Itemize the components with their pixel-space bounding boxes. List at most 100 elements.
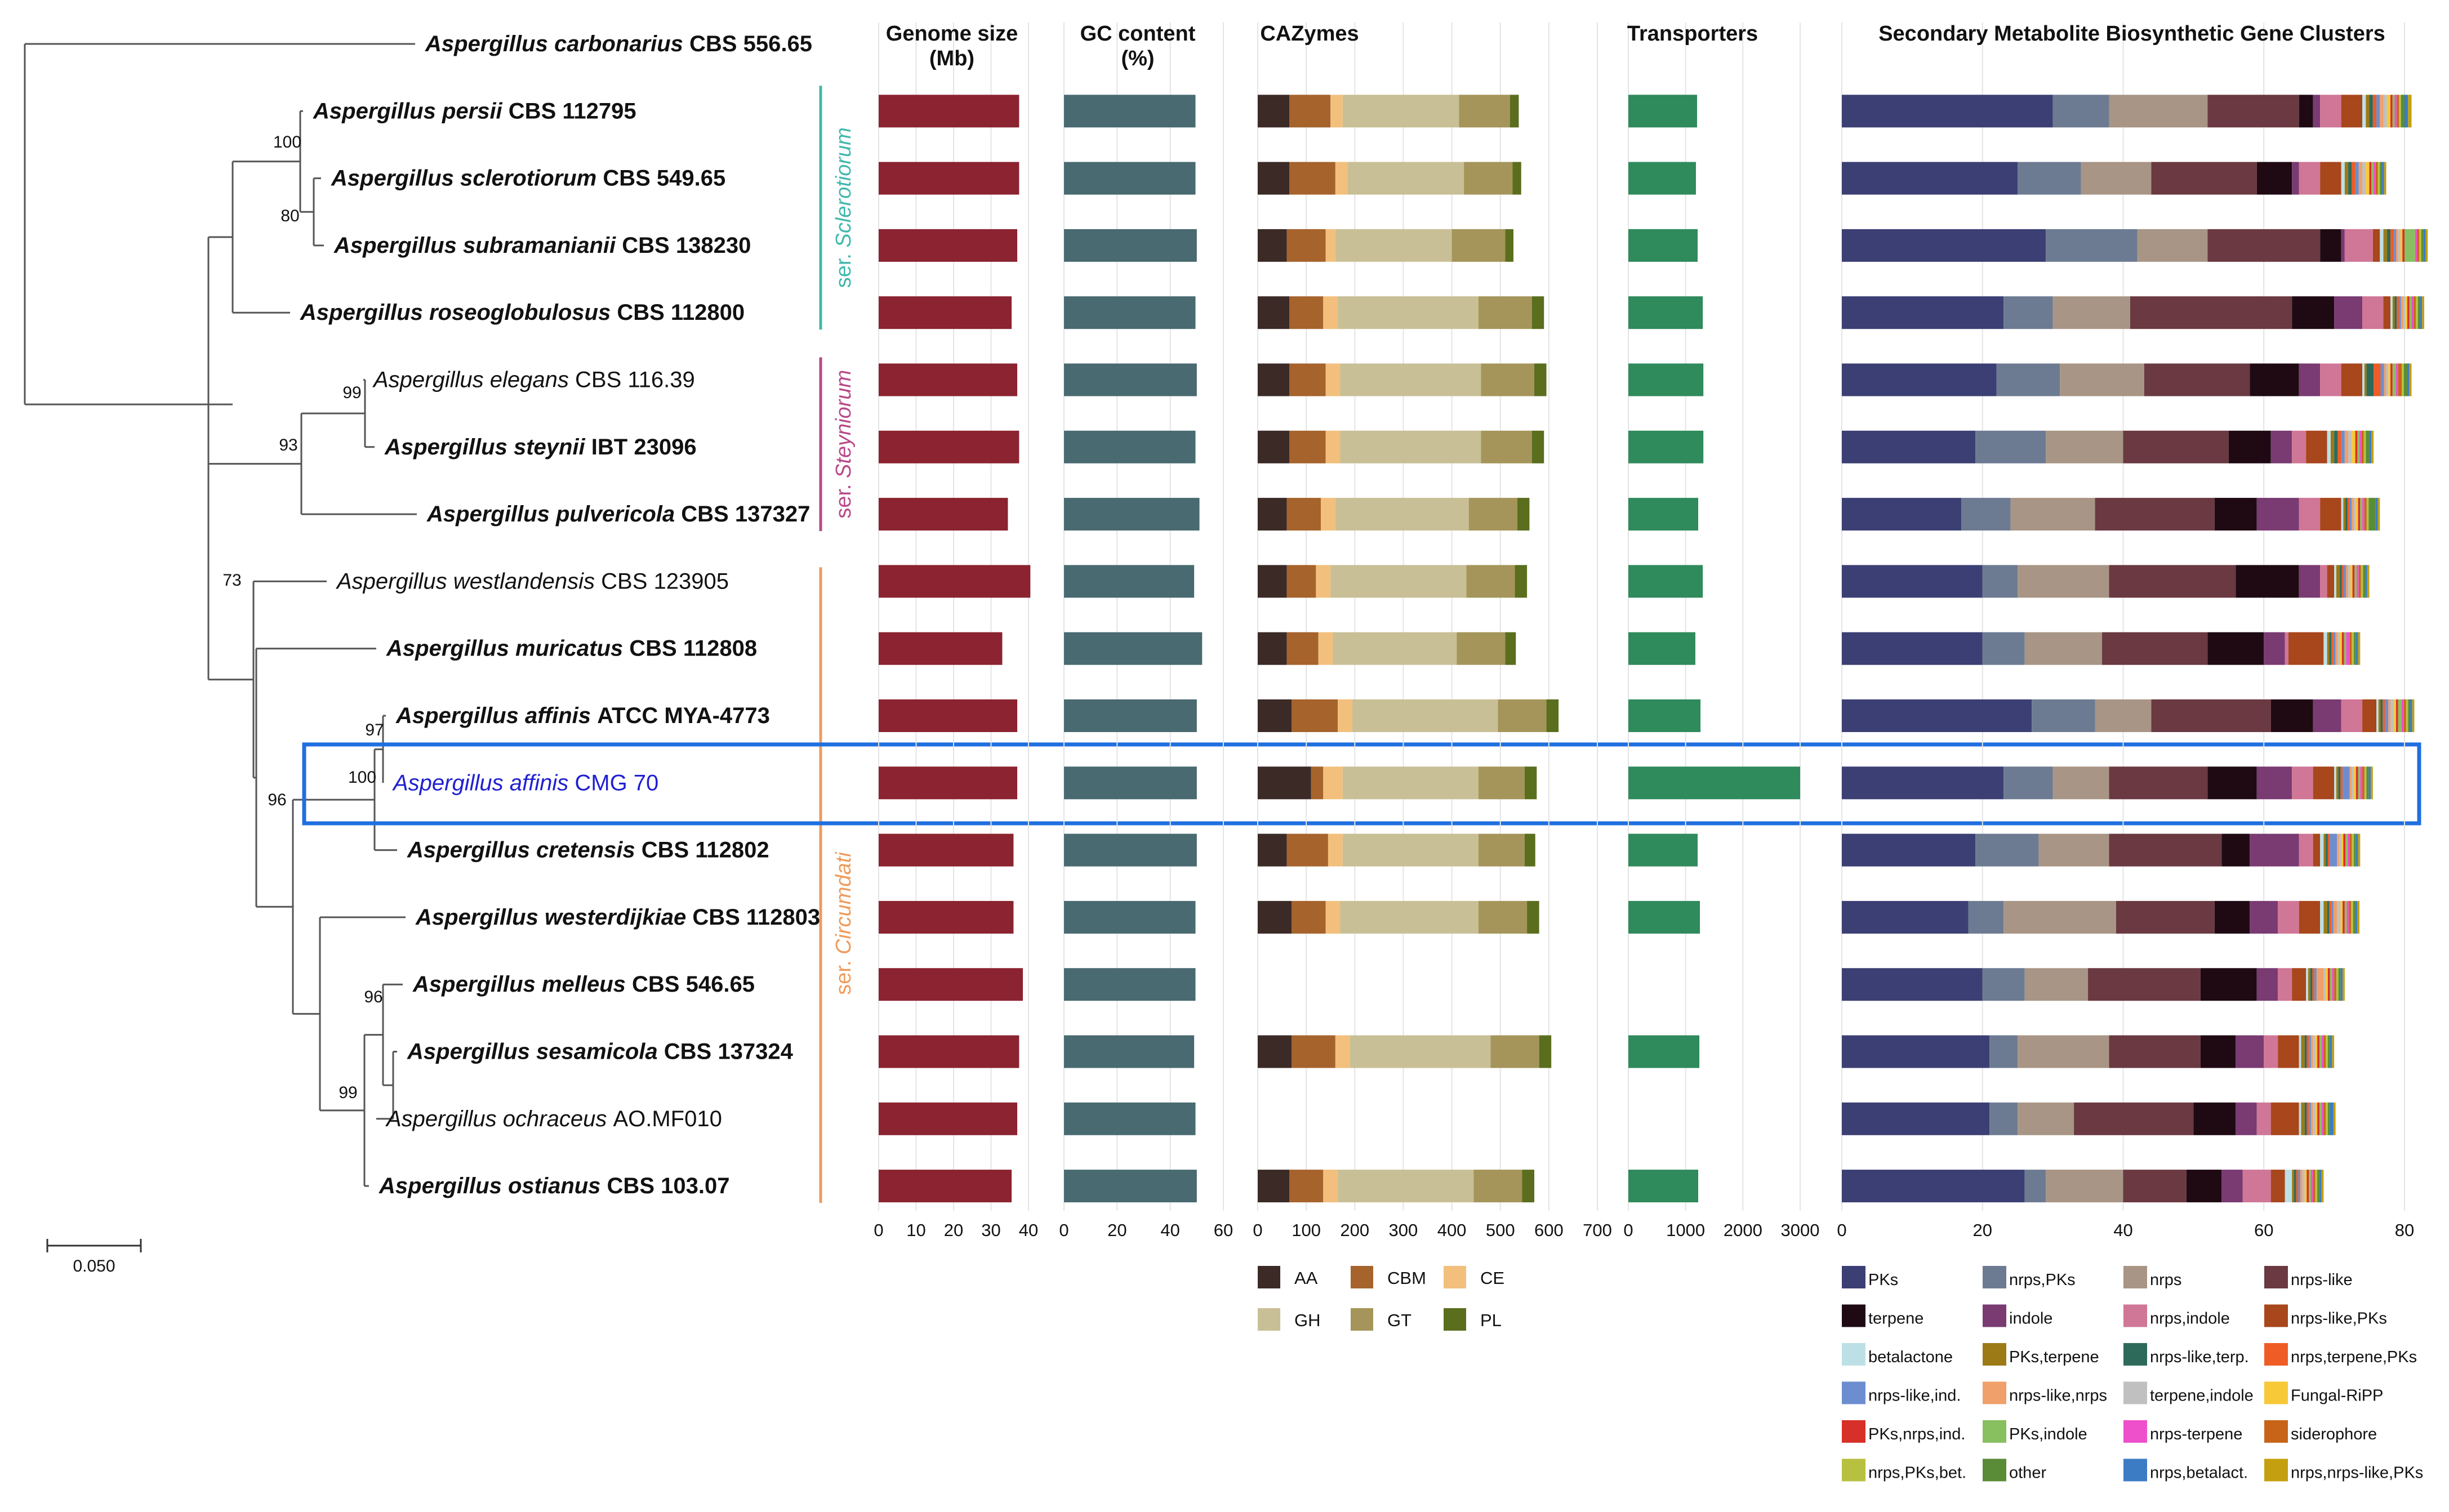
smbgc-bar-segment [2377,162,2380,195]
cazy-bar-segment [1478,833,1525,867]
smbgc-bar-segment [2334,766,2336,800]
smbgc-bar-segment [2338,766,2341,800]
smbgc-bar-segment [2340,968,2343,1001]
smbgc-bar-segment [2358,833,2361,867]
smbgc-bar-segment [2376,699,2379,732]
cazy-bar-segment [1258,900,1292,934]
species-label: Aspergillus sesamicola CBS 137324 [407,1040,794,1064]
smbgc-bar-segment [2421,229,2424,262]
smbgc-bar-segment [2046,1170,2123,1203]
smbgc-legend-swatch [1983,1343,2006,1366]
smbgc-bar-segment [2344,229,2373,262]
clade-label: ser. Steyniorum [832,370,856,519]
trans-tick-label: 3000 [1781,1220,1820,1240]
species-label-part: CBS 556.65 [689,32,812,56]
smbgc-bar-segment [2410,699,2412,732]
cazy-bar-segment [1289,95,1331,128]
smbgc-bar-segment [2362,699,2377,732]
smbgc-bar-segment [2109,1035,2201,1068]
smbgc-bar-segment [2320,229,2341,262]
smbgc-bar-segment [2359,430,2362,463]
smbgc-bar-segment [2308,968,2310,1001]
smbgc-legend-label: nrps-like [2291,1271,2353,1289]
smbgc-bar-segment [1842,95,2053,128]
cazy-bar-segment [1286,498,1321,531]
smbgc-bar-segment [2401,95,2405,128]
cazy-bar-segment [1292,1035,1335,1068]
smbgc-bar-segment [2340,632,2342,665]
smbgc-legend-label: nrps,terpene,PKs [2291,1348,2417,1366]
smbgc-bar-segment [2320,95,2341,128]
species-label-part: ATCC MYA-4773 [597,703,770,728]
smbgc-bar-segment [2323,900,2327,934]
smbgc-bar-segment [2344,430,2349,463]
smbgc-bar-segment [2151,699,2271,732]
smbgc-bar-segment [2323,833,2326,867]
cazy-bar-segment [1258,363,1289,396]
species-label-part: affinis [525,703,597,728]
smbgc-bar-segment [2361,565,2363,598]
smbgc-bar-segment [2371,162,2374,195]
genome-bar [879,699,1018,732]
smbgc-bar-segment [2408,95,2412,128]
smbgc-bar-segment [2306,1035,2309,1068]
species-label-part: CBS 549.65 [603,166,725,191]
smbgc-bar-segment [2405,95,2408,128]
smbgc-bar-segment [1842,699,2032,732]
smbgc-bar-segment [2385,699,2389,732]
smbgc-bar-segment [2343,766,2350,800]
smbgc-legend-label: nrps-like,PKs [2291,1310,2387,1328]
smbgc-bar-segment [2200,1035,2236,1068]
smbgc-bar-segment [2414,296,2416,329]
smbgc-bar-segment [2333,1102,2336,1135]
gc-bar [1064,95,1196,128]
species-label-part: CBS 123905 [601,569,729,594]
smbgc-bar-segment [2299,900,2321,934]
cazy-bar-segment [1289,430,1326,463]
cazy-bar-segment [1333,632,1457,665]
smbgc-legend-swatch [1842,1459,1865,1482]
smbgc-bar-segment [2332,968,2335,1001]
species-label-part: CBS 112808 [629,636,757,661]
smbgc-bar-segment [2380,699,2383,732]
smbgc-bar-segment [2409,296,2412,329]
smbgc-legend-swatch [1842,1420,1865,1443]
smbgc-bar-segment [2356,498,2358,531]
cazy-bar-segment [1316,565,1331,598]
smbgc-bar-segment [2299,162,2321,195]
smbgc-legend-swatch [2264,1266,2288,1288]
smbgc-bar-segment [2357,900,2360,934]
smbgc-bar-segment [2250,900,2278,934]
cazy-tick-label: 300 [1389,1220,1418,1240]
smbgc-bar-segment [2358,162,2363,195]
smbgc-bar-segment [2383,229,2387,262]
clade-label-name: Steyniorum [832,370,856,478]
smbgc-bar-segment [2309,1035,2311,1068]
smbgc-bar-segment [2369,95,2373,128]
trans-bar [1628,565,1703,598]
cazy-bar-segment [1258,162,1289,195]
smbgc-legend-swatch [1983,1459,2006,1482]
smbgc-bar-segment [2299,498,2321,531]
trans-bar [1628,632,1695,665]
cazy-tick-label: 200 [1340,1220,1369,1240]
cazy-bar-segment [1318,632,1333,665]
species-label-part: sesamicola [536,1040,664,1064]
smbgc-bar-segment [2309,1170,2311,1203]
smbgc-bar-segment [2394,699,2397,732]
cazy-bar-segment [1524,766,1537,800]
smbgc-bar-segment [2221,833,2250,867]
smbgc-bar-segment [2320,565,2327,598]
cazy-bar-segment [1515,565,1528,598]
smbgc-bar-segment [2256,1102,2271,1135]
bootstrap-value: 93 [279,436,297,454]
smbgc-bar-segment [2193,1102,2236,1135]
smbgc-bar-segment [2221,1170,2243,1203]
smbgc-bar-segment [1961,498,2011,531]
cazy-bar-segment [1258,632,1287,665]
smbgc-bar-segment [2309,1102,2311,1135]
smbgc-bar-segment [2313,833,2321,867]
species-label: Aspergillus sclerotiorum CBS 549.65 [331,166,725,191]
smbgc-bar-segment [2354,498,2356,531]
smbgc-bar-segment [2363,565,2366,598]
